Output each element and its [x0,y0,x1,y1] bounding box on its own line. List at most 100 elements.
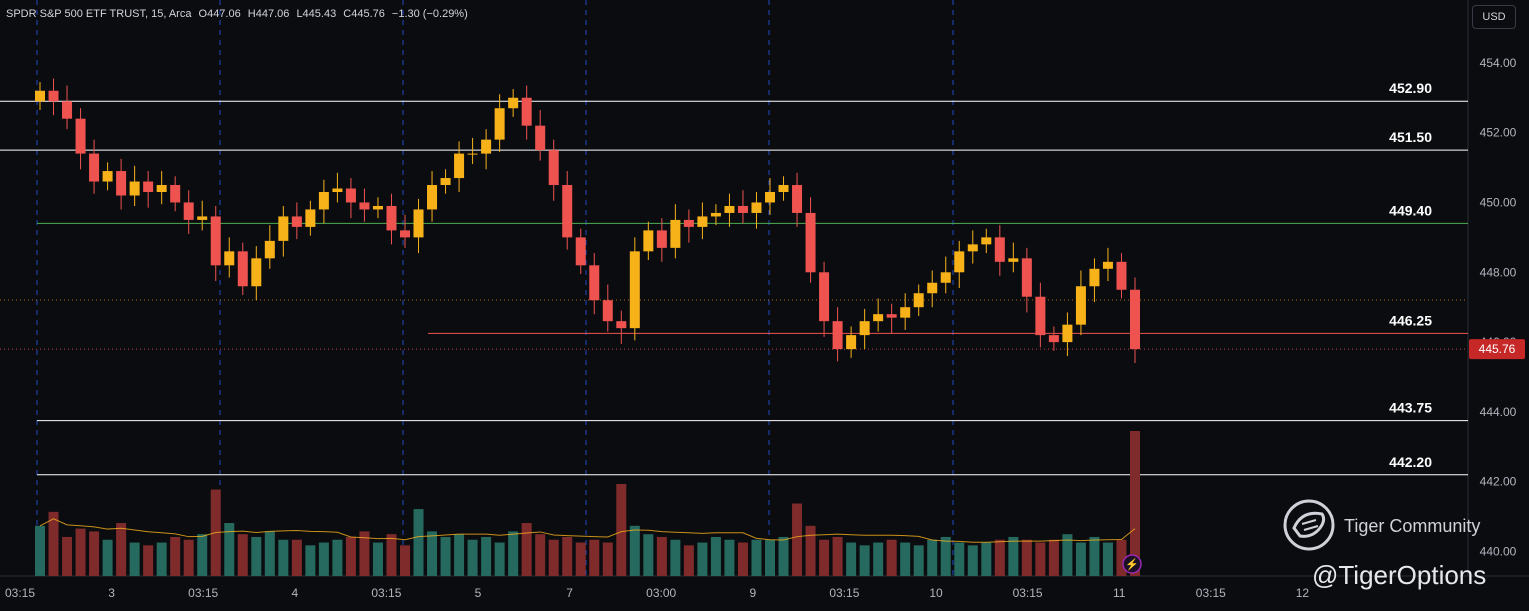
x-tick-label: 03:15 [829,586,859,600]
candle [494,108,505,140]
volume-bar [900,542,911,576]
volume-bar [332,539,343,576]
volume-bar [183,539,194,576]
volume-bar [859,545,870,576]
volume-bar [778,536,789,576]
x-tick-label: 5 [475,586,482,600]
volume-bar [873,542,884,576]
volume-bar [1130,431,1140,576]
close-value: C445.76 [343,8,385,20]
volume-bar [481,536,492,576]
volume-bar [345,536,356,576]
volume-bar [683,545,694,576]
candle [264,240,275,259]
volume-bar [886,539,897,576]
candle [697,216,708,227]
volume-bar [291,539,302,576]
tiger-logo-icon [1283,499,1335,551]
candle [89,153,100,182]
level-label: 451.50 [1389,129,1432,145]
x-tick-label: 4 [291,586,298,600]
volume-bar [940,536,951,576]
candle [251,258,262,287]
volume-bar [805,525,816,576]
volume-bar [1089,536,1100,576]
volume-bar [954,542,965,576]
y-tick-label: 450.00 [1480,195,1517,209]
candle [832,321,843,350]
candle [981,237,992,245]
candle [710,212,721,217]
symbol-title[interactable]: SPDR S&P 500 ETF TRUST, 15, Arca [6,8,192,20]
volume-bar [494,542,505,576]
volume-bar [751,539,762,576]
candle [400,230,410,238]
currency-button[interactable]: USD [1472,5,1516,29]
y-tick-label: 452.00 [1480,126,1517,140]
volume-bar [602,542,613,576]
high-value: H447.06 [247,8,290,20]
candle [318,192,329,210]
x-tick-label: 03:15 [371,586,401,600]
volume-bar [981,542,992,576]
x-tick-label: 7 [566,586,573,600]
candle [683,219,694,227]
volume-bar [427,531,438,576]
price-label: 445.76 [1479,342,1516,356]
volume-bar [535,534,546,576]
candle [291,216,302,227]
candle [345,188,356,203]
low-value: L445.43 [296,8,337,20]
level-label: 446.25 [1389,312,1432,328]
candle [913,293,924,308]
volume-bar [400,545,410,576]
candle [62,101,73,119]
candle [616,321,627,329]
volume-bar [305,545,316,576]
volume-bar [35,525,45,576]
candle [1116,261,1127,290]
candle [305,209,316,227]
watermark-name: Tiger Community [1344,516,1481,536]
candle [589,265,600,301]
candle [332,188,343,192]
x-tick-label: 9 [749,586,756,600]
candle [454,153,465,179]
candle [102,171,113,182]
volume-bar [832,536,843,576]
volume-bar [413,509,424,576]
candle [548,150,559,186]
candle [1075,286,1086,325]
price-label-bg [1469,339,1525,360]
volume-bar [819,539,830,576]
y-tick-label: 442.00 [1480,475,1517,489]
volume-bar [359,531,370,576]
level-label: 442.20 [1389,454,1432,470]
candle [156,185,167,192]
volume-bar [318,542,329,576]
volume-bar [440,536,451,576]
volume-bar [1102,542,1113,576]
candle [440,178,451,186]
candle [116,171,127,196]
candle [467,153,478,155]
volume-bar [1075,542,1086,576]
y-tick-label: 448.00 [1480,265,1517,279]
volume-bar [846,542,857,576]
volume-bar [508,531,519,576]
candle [737,205,748,213]
candle [1062,324,1073,343]
x-tick-label: 11 [1113,586,1126,600]
candle [873,314,884,322]
x-tick-label: 03:15 [188,586,218,600]
x-tick-label: 03:15 [5,586,35,600]
y-tick-label: 444.00 [1480,405,1517,419]
candle [210,216,221,266]
symbol-header: SPDR S&P 500 ETF TRUST, 15, Arca O447.06… [6,8,472,20]
volume-bar [143,545,154,576]
volume-bar [927,539,938,576]
candle [819,272,830,322]
volume-bar [724,539,735,576]
